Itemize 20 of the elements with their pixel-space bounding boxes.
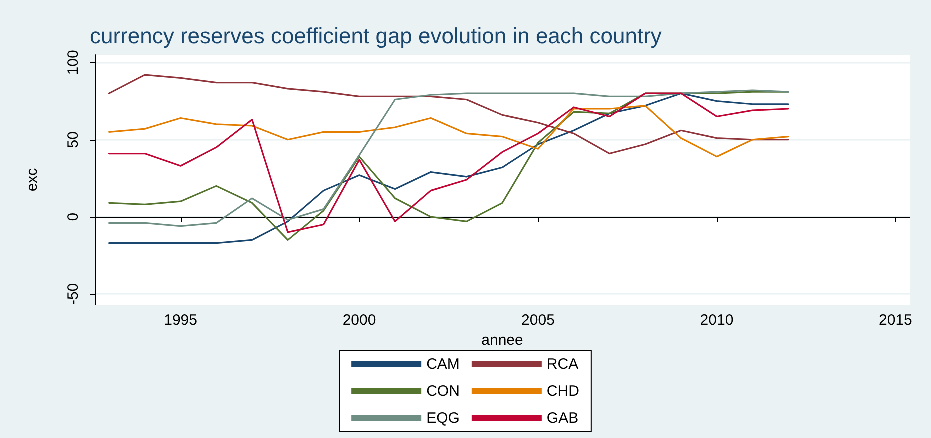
y-tick-label: 0 <box>65 212 82 222</box>
y-tick-label: -50 <box>65 283 82 306</box>
x-tick-label: 2005 <box>522 312 555 329</box>
chart-title: currency reserves coefficient gap evolution in each country <box>90 24 662 48</box>
x-tick-label: 2015 <box>879 312 912 329</box>
legend-label: CAM <box>426 356 460 373</box>
legend-label: GAB <box>546 410 579 427</box>
line-series <box>108 74 790 155</box>
legend-label: RCA <box>546 356 579 373</box>
x-tick-label: 2010 <box>700 312 734 329</box>
x-tick-label: 1995 <box>164 312 198 329</box>
y-axis-title: exc <box>24 168 41 192</box>
y-tick-label: 50 <box>65 132 82 148</box>
y-tick-label: 100 <box>65 50 82 76</box>
legend-label: CON <box>426 383 460 400</box>
x-axis-title: annee <box>482 332 524 349</box>
legend-label: EQG <box>426 410 460 427</box>
legend-label: CHD <box>546 383 580 400</box>
x-tick-label: 2000 <box>342 312 376 329</box>
line-series <box>108 105 790 158</box>
